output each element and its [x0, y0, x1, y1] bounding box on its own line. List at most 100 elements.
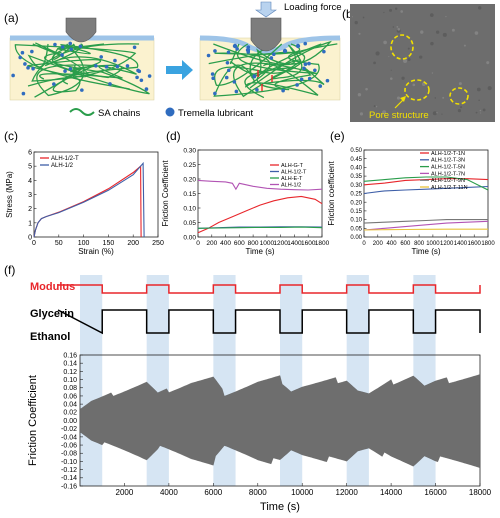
legend: ALH-1/2-T-1NALH-1/2-T-3NALH-1/2-T-5NALH-…: [420, 151, 468, 191]
panel-e-label: (e): [330, 129, 345, 143]
tremella-dot: [235, 47, 239, 51]
indenter-right: [250, 17, 282, 52]
tremella-dot: [295, 83, 299, 87]
tremella-dot: [307, 76, 312, 81]
y-tick-label: -0.14: [61, 475, 77, 482]
legend-label: ALH-1/2-T: [51, 156, 79, 162]
y-tick-label: -0.16: [61, 483, 77, 490]
sem-speck: [479, 109, 482, 112]
legend-label: ALH-1/2: [281, 182, 301, 188]
tremella-dot: [21, 91, 26, 96]
tremella-dot: [113, 58, 117, 63]
tremella-dot: [303, 41, 308, 46]
x-tick-label: 1000: [426, 241, 440, 247]
x-tick-label: 800: [414, 241, 425, 247]
x-tick-label: 2000: [116, 488, 134, 497]
y-tick-label: 0.15: [350, 209, 362, 215]
sem-speck: [396, 25, 399, 28]
y-tick-label: 2: [28, 206, 32, 213]
y-tick-label: 0.04: [63, 402, 77, 409]
y-tick-label: 3: [28, 192, 32, 199]
friction-oscillation: [79, 374, 481, 469]
sem-speck: [442, 96, 445, 99]
y-axis-label: Friction coefficient: [327, 161, 336, 226]
tremella-dot: [11, 73, 15, 78]
tremella-dot: [99, 55, 104, 59]
x-tick-label: 400: [220, 240, 231, 247]
sem-speck: [441, 113, 443, 115]
panel-a: (a) Loading force SA chains Tremella lub…: [4, 1, 342, 119]
tremella-dot: [225, 60, 230, 65]
tremella-dot: [211, 76, 215, 81]
tremella-dot: [26, 66, 30, 70]
tremella-dot: [281, 88, 285, 93]
sem-speck: [407, 47, 410, 50]
y-tick-label: 0.10: [63, 377, 77, 384]
y-tick-label: 0.25: [183, 162, 196, 169]
x-tick-label: 400: [387, 241, 398, 247]
y-axis-label: Stress (MPa): [5, 171, 14, 218]
y-tick-label: 0.00: [350, 235, 362, 241]
y-tick-label: 0.50: [350, 148, 362, 154]
transition-arrow: [166, 60, 193, 80]
tremella-dot: [132, 45, 137, 50]
legend-label: ALH-1/2-T-7N: [431, 171, 465, 177]
sem-speck: [373, 105, 376, 108]
x-tick-label: 1800: [481, 241, 495, 247]
x-tick-label: 18000: [469, 488, 492, 497]
sem-speck: [392, 26, 395, 28]
y-tick-label: 0: [28, 234, 32, 241]
tremella-dot: [125, 64, 130, 68]
x-tick-label: 1400: [454, 241, 468, 247]
x-tick-label: 600: [400, 241, 411, 247]
tremella-dot: [271, 52, 276, 57]
sem-speck: [407, 57, 411, 61]
sem-image: [350, 4, 495, 122]
tremella-dot: [307, 61, 311, 66]
legend-label: ALH-1/2-T-9N: [431, 178, 465, 184]
sem-speck: [359, 112, 364, 116]
tremella-dot: [68, 67, 73, 71]
y-tick-label: 0.02: [63, 410, 77, 417]
x-tick-label: 1600: [468, 241, 482, 247]
tremella-dot: [269, 56, 274, 60]
sem-speck: [429, 13, 434, 17]
x-axis-label: Time (s): [411, 247, 440, 256]
tremella-dot: [147, 74, 152, 78]
sa-chain: [14, 43, 140, 90]
y-tick-label: 0.05: [350, 226, 362, 232]
x-axis-label: Time (s): [245, 247, 274, 256]
tremella-dot: [135, 75, 139, 80]
legend-label: ALH-1/2: [51, 163, 74, 169]
x-tick-label: 200: [373, 241, 384, 247]
tremella-dot: [108, 82, 112, 86]
legend-label: ALH-1/2-T-1N: [431, 151, 465, 157]
tremella-dot: [213, 49, 217, 53]
loading-force-label: Loading force: [284, 2, 342, 13]
x-tick-label: 4000: [160, 488, 178, 497]
legend-label: ALH-1/2-T-5N: [431, 165, 465, 171]
tremella-dot: [245, 47, 251, 53]
sem-speck: [451, 28, 455, 32]
sem-speck: [394, 7, 398, 10]
y-tick-label: 0.00: [63, 418, 77, 425]
tremella-dot: [210, 72, 215, 76]
y-axis-label: Friction Coefficient: [27, 375, 39, 466]
sem-speck: [400, 10, 404, 13]
sem-speck: [478, 99, 480, 102]
shaded-interval: [80, 275, 103, 486]
tremella-dot: [295, 43, 301, 49]
tremella-dot: [94, 64, 98, 68]
tremella-dot: [313, 68, 317, 73]
x-tick-label: 1600: [301, 240, 316, 247]
x-tick-label: 16000: [424, 488, 447, 497]
x-axis-label: Time (s): [260, 501, 300, 513]
sem-speck: [383, 11, 385, 14]
sem-speck: [432, 111, 437, 116]
tremella-dot: [104, 65, 109, 69]
tremella-dot: [252, 74, 257, 79]
sem-speck: [460, 106, 463, 109]
tremella-dot: [224, 75, 229, 80]
loading-force-arrow: [255, 1, 277, 18]
y-tick-label: 0.10: [350, 218, 362, 224]
